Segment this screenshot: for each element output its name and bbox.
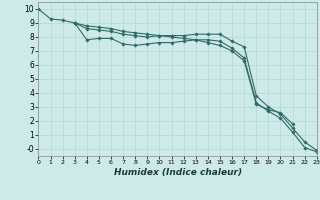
X-axis label: Humidex (Indice chaleur): Humidex (Indice chaleur) [114,168,242,177]
